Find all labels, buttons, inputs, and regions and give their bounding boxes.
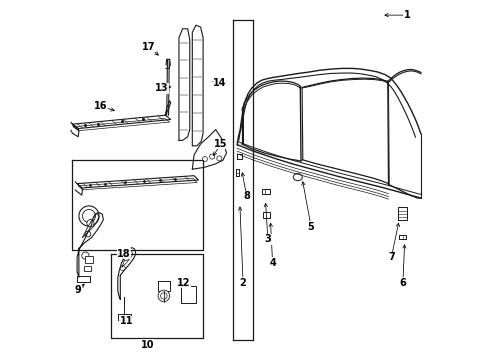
Circle shape bbox=[216, 156, 222, 161]
Circle shape bbox=[120, 266, 125, 271]
Circle shape bbox=[122, 254, 129, 261]
Circle shape bbox=[81, 252, 89, 259]
Text: 2: 2 bbox=[239, 278, 246, 288]
Text: 13: 13 bbox=[155, 83, 168, 93]
Circle shape bbox=[79, 206, 99, 226]
Text: 18: 18 bbox=[117, 249, 130, 259]
Text: 17: 17 bbox=[142, 42, 156, 52]
Bar bbox=[158, 281, 169, 291]
Text: 8: 8 bbox=[243, 191, 249, 201]
Text: 10: 10 bbox=[140, 340, 154, 350]
FancyBboxPatch shape bbox=[261, 189, 269, 194]
Ellipse shape bbox=[293, 174, 302, 181]
Text: 1: 1 bbox=[403, 10, 410, 20]
Text: 12: 12 bbox=[177, 278, 190, 288]
Circle shape bbox=[160, 293, 167, 299]
Text: 11: 11 bbox=[120, 316, 133, 326]
Circle shape bbox=[87, 220, 94, 227]
Circle shape bbox=[209, 154, 214, 159]
Bar bbox=[84, 266, 91, 271]
Text: 7: 7 bbox=[387, 252, 394, 262]
FancyBboxPatch shape bbox=[262, 212, 269, 218]
Text: 9: 9 bbox=[75, 285, 81, 295]
Circle shape bbox=[85, 231, 91, 237]
Text: 16: 16 bbox=[94, 101, 107, 111]
Text: 4: 4 bbox=[269, 258, 275, 268]
Text: 15: 15 bbox=[214, 139, 227, 149]
Bar bbox=[85, 256, 92, 263]
Text: 3: 3 bbox=[264, 234, 271, 244]
Circle shape bbox=[82, 210, 95, 222]
Text: 5: 5 bbox=[307, 222, 314, 232]
Bar bbox=[181, 286, 196, 303]
Text: 14: 14 bbox=[213, 78, 226, 88]
Text: 6: 6 bbox=[399, 278, 406, 288]
Circle shape bbox=[158, 290, 169, 302]
Circle shape bbox=[202, 157, 207, 162]
